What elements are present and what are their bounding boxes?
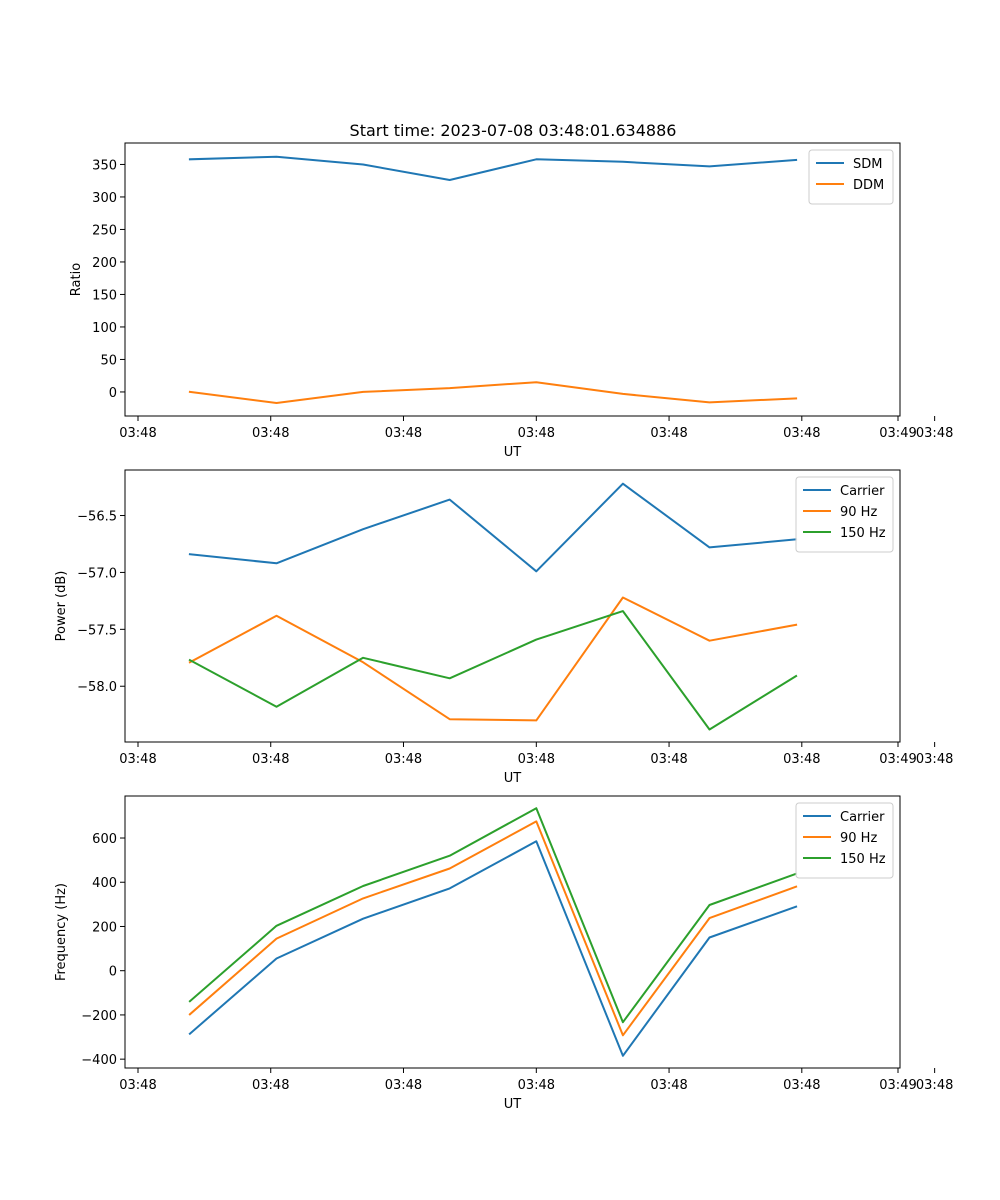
power-x-tick-label: 03:48 [119, 752, 156, 767]
ratio-x-tick-label: 03:48 [650, 426, 687, 441]
power-x-tick-label: 03:48 [783, 752, 820, 767]
ratio-series-sdm-line [188, 155, 798, 181]
ratio-y-tick-label: 0 [109, 386, 117, 401]
frequency-legend-label: Carrier [840, 810, 885, 825]
power-axes-frame [124, 469, 901, 743]
power-panel: −58.0 −57.5 −57.0 −56.5 03:48 03:48 03:48 03:48… [54, 469, 953, 786]
ratio-x-tick-label: 03:48 [119, 426, 156, 441]
power-legend-label: 90 Hz [840, 505, 877, 520]
power-y-tick-label: −56.5 [77, 510, 117, 525]
x-tick-label-end: 03:49 [879, 752, 916, 767]
power-y-tick-label: −58.0 [77, 680, 117, 695]
frequency-x-tick-label: 03:48 [119, 1078, 156, 1093]
ratio-y-tick-label: 200 [92, 256, 117, 271]
frequency-y-tick-label: 400 [92, 876, 117, 891]
x-tick-label-end: 03:49 [879, 1078, 916, 1093]
ratio-x-axis-label: UT [504, 445, 522, 460]
power-series-90-hz-line [188, 596, 798, 722]
frequency-series-150-hz-line [188, 807, 798, 1024]
power-y-tick-label: −57.0 [77, 566, 117, 581]
frequency-series-carrier-line [188, 840, 798, 1057]
frequency-x-tick-label: 03:48 [916, 1078, 953, 1093]
frequency-legend [795, 802, 894, 879]
power-x-tick-label: 03:48 [916, 752, 953, 767]
frequency-y-tick-label: 0 [109, 965, 117, 980]
frequency-series-90-hz-line [188, 820, 798, 1037]
power-legend [795, 476, 894, 553]
power-y-axis-label: Power (dB) [54, 571, 69, 642]
x-tick-label-end: 03:49 [879, 426, 916, 441]
ratio-x-tick-label: 03:48 [385, 426, 422, 441]
figure-title: Start time: 2023-07-08 03:48:01.634886 [350, 121, 677, 140]
frequency-legend-label: 90 Hz [840, 831, 877, 846]
frequency-x-tick-label: 03:48 [252, 1078, 289, 1093]
frequency-x-tick-label: 03:48 [783, 1078, 820, 1093]
ratio-x-tick-label: 03:48 [518, 426, 555, 441]
frequency-axes-frame [124, 795, 901, 1069]
power-legend-label: 150 Hz [840, 526, 886, 541]
ratio-axes-frame [124, 142, 901, 417]
ratio-y-tick-label: 350 [92, 158, 117, 173]
ratio-x-tick-label: 03:48 [916, 426, 953, 441]
ratio-y-tick-label: 250 [92, 223, 117, 238]
frequency-legend-label: 150 Hz [840, 852, 886, 867]
ratio-legend-label: SDM [853, 157, 882, 172]
power-x-tick-label: 03:48 [385, 752, 422, 767]
frequency-y-tick-label: −200 [81, 1009, 117, 1024]
frequency-y-tick-label: −400 [81, 1053, 117, 1068]
ratio-y-tick-label: 100 [92, 321, 117, 336]
ratio-y-tick-label: 300 [92, 191, 117, 206]
frequency-x-tick-label: 03:48 [385, 1078, 422, 1093]
power-x-tick-label: 03:48 [518, 752, 555, 767]
power-y-tick-label: −57.5 [77, 623, 117, 638]
frequency-y-axis-label: Frequency (Hz) [54, 883, 69, 981]
power-legend-label: Carrier [840, 484, 885, 499]
ratio-x-tick-label: 03:48 [252, 426, 289, 441]
ratio-x-tick-label: 03:48 [783, 426, 820, 441]
power-x-axis-label: UT [504, 771, 522, 786]
frequency-x-tick-label: 03:48 [518, 1078, 555, 1093]
power-series-150-hz-line [188, 610, 798, 731]
power-x-tick-label: 03:48 [252, 752, 289, 767]
ratio-series-ddm-line [188, 381, 798, 404]
ratio-legend-label: DDM [853, 178, 884, 193]
frequency-y-tick-label: 200 [92, 920, 117, 935]
ratio-y-tick-label: 50 [100, 353, 117, 368]
frequency-x-axis-label: UT [504, 1097, 522, 1112]
ratio-y-axis-label: Ratio [69, 263, 84, 296]
power-x-tick-label: 03:48 [650, 752, 687, 767]
frequency-x-tick-label: 03:48 [650, 1078, 687, 1093]
ratio-y-tick-label: 150 [92, 288, 117, 303]
power-series-carrier-line [188, 482, 798, 573]
frequency-y-tick-label: 600 [92, 832, 117, 847]
